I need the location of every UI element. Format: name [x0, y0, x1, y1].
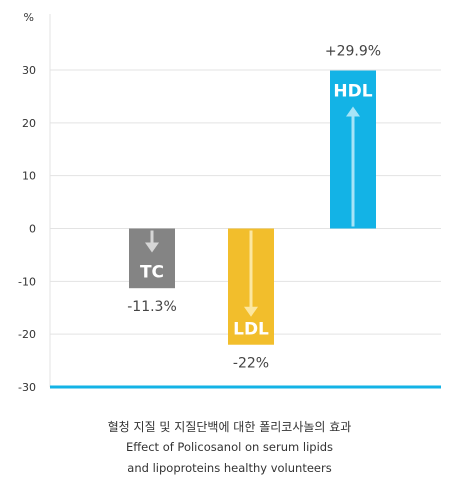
y-tick-label: -30 [18, 381, 36, 394]
y-tick-label: 30 [22, 64, 36, 77]
arrow-icon [346, 106, 360, 227]
bar-labels: TC -11.3% LDL -22% HDL +29.9% [127, 44, 381, 372]
caption-korean: 혈청 지질 및 지질단백에 대한 폴리코사놀의 효과 [107, 420, 352, 434]
y-tick-label: 20 [22, 117, 36, 130]
bar-chart: % 30 20 10 0 -10 -20 -30 TC -11.3% LDL -22% HDL +29… [18, 11, 441, 394]
y-tick-labels: 30 20 10 0 -10 -20 -30 [18, 64, 36, 394]
y-tick-label: 0 [29, 223, 36, 236]
y-axis-unit-label: % [24, 11, 34, 24]
caption-english-line1: Effect of Policosanol on serum lipids [125, 440, 334, 454]
arrow-icon [145, 230, 159, 253]
bar-category-label: LDL [233, 320, 269, 340]
data-label: -11.3% [127, 299, 177, 315]
bar-category-label: TC [140, 263, 164, 283]
caption-english-line2: and lipoproteins healthy volunteers [127, 461, 332, 475]
y-tick-label: -20 [18, 328, 36, 341]
arrow-icon [244, 230, 258, 317]
y-tick-label: 10 [22, 170, 36, 183]
bars [129, 70, 376, 345]
data-label: -22% [233, 356, 269, 372]
y-tick-label: -10 [18, 275, 36, 288]
bar-category-label: HDL [333, 82, 372, 102]
data-label: +29.9% [325, 44, 381, 60]
